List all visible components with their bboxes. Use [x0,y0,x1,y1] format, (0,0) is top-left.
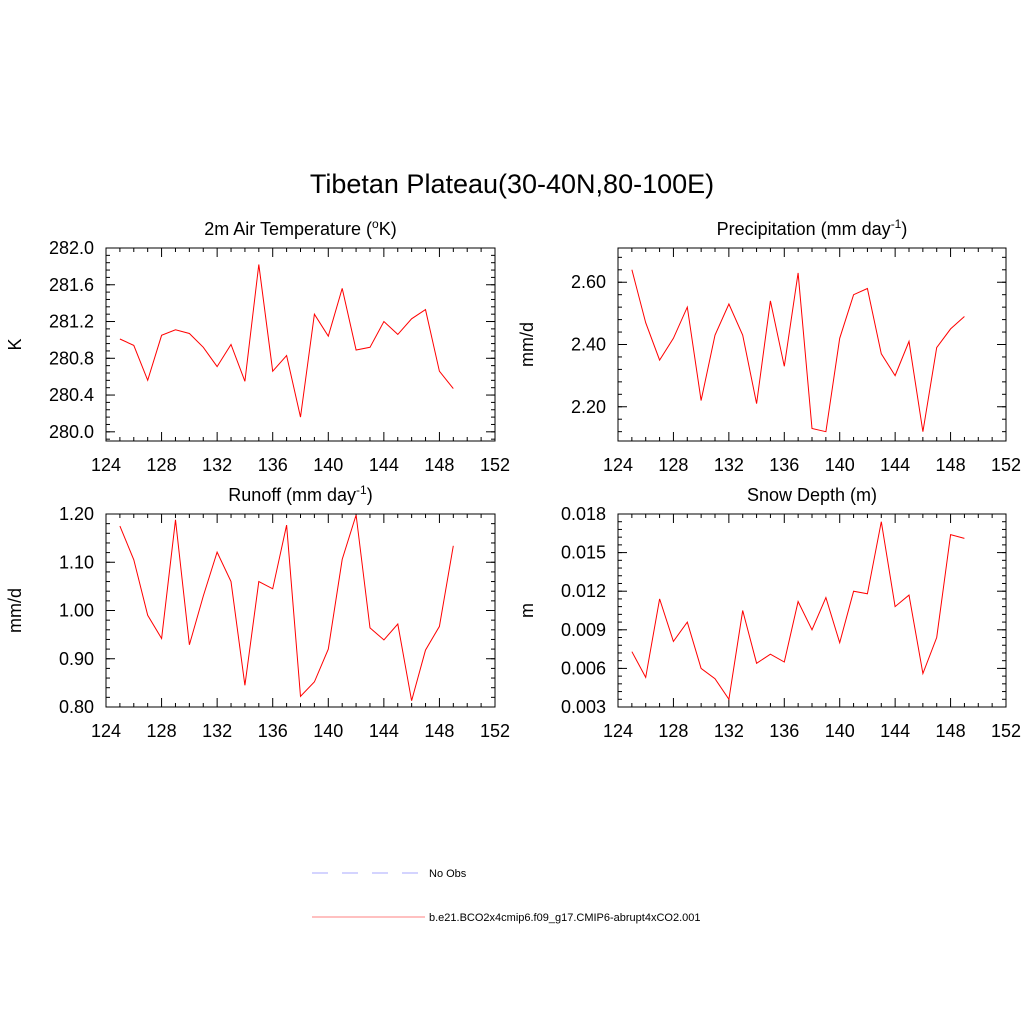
y-axis-label: K [5,338,25,350]
panel-title-superscript: o [372,217,379,231]
series-line [631,521,965,701]
x-tick-label: 148 [424,455,454,475]
panels-group: 2m Air Temperature (oK) K 124 128 132 136 140 1… [5,217,1021,741]
x-tick-label: 140 [825,721,855,741]
y-tick-label: 1.10 [59,552,94,572]
x-tick-label: 152 [991,455,1021,475]
x-tick-label: 152 [991,721,1021,741]
panel-title: Snow Depth (m) [747,485,877,505]
legend-label: No Obs [429,868,467,880]
x-tick-label: 140 [825,455,855,475]
x-tick-label: 132 [202,721,232,741]
y-axis-label: m [517,603,537,618]
panel-title-text: Snow Depth (m) [747,485,877,505]
x-tick-label: 128 [658,721,688,741]
x-tick-label: 144 [880,721,910,741]
y-tick-label: 280.4 [49,385,94,405]
x-tick-label: 124 [603,721,633,741]
series-line [119,264,454,418]
y-tick-label: 281.6 [49,275,94,295]
panel-title: Precipitation (mm day-1) [717,217,908,239]
x-tick-label: 124 [603,455,633,475]
figure-title: Tibetan Plateau(30-40N,80-100E) [310,169,714,199]
chart-panel-runoff: Runoff (mm day-1) mm/d 124 128 132 136 140 144 1… [5,483,510,741]
x-tick-label: 144 [880,455,910,475]
y-tick-label: 280.8 [49,348,94,368]
y-tick-label: 0.015 [561,543,606,563]
x-tick-label: 124 [91,721,121,741]
x-tick-label: 144 [369,721,399,741]
panel-title-text: ) [367,485,373,505]
x-tick-label: 124 [91,455,121,475]
y-tick-label: 1.20 [59,504,94,524]
panel-title: 2m Air Temperature (oK) [204,217,396,239]
y-tick-label: 282.0 [49,238,94,258]
x-tick-label: 140 [313,455,343,475]
panel-title-text: Precipitation (mm day [717,219,891,239]
legend-label: b.e21.BCO2x4cmip6.f09_g17.CMIP6-abrupt4x… [429,912,701,924]
x-tick-label: 136 [258,455,288,475]
x-tick-label: 132 [714,721,744,741]
x-tick-label: 128 [658,455,688,475]
panel-title-superscript: -1 [891,217,902,231]
y-tick-label: 0.90 [59,649,94,669]
panel-title-superscript: -1 [356,483,367,497]
x-tick-label: 128 [147,721,177,741]
series-line [119,514,454,701]
series-line [631,269,965,433]
chart-panel-snow-depth: Snow Depth (m) m 124 128 132 136 140 144 148 152 0… [517,485,1021,741]
x-tick-label: 152 [480,721,510,741]
x-tick-label: 136 [258,721,288,741]
panel-title-text: Runoff (mm day [228,485,356,505]
x-tick-label: 148 [936,721,966,741]
y-tick-label: 1.00 [59,601,94,621]
legend-item: No Obs [312,868,467,880]
x-tick-label: 132 [202,455,232,475]
panel-title-text: K) [379,219,397,239]
y-tick-label: 0.012 [561,581,606,601]
plot-frame [617,513,1007,708]
x-tick-label: 128 [147,455,177,475]
legend-item: b.e21.BCO2x4cmip6.f09_g17.CMIP6-abrupt4x… [312,912,701,924]
x-tick-label: 136 [769,721,799,741]
y-tick-label: 0.006 [561,658,606,678]
plot-frame [105,247,496,442]
y-axis-label: mm/d [517,322,537,367]
y-axis-label: mm/d [5,588,25,633]
y-tick-label: 0.009 [561,620,606,640]
x-tick-label: 136 [769,455,799,475]
x-tick-label: 140 [313,721,343,741]
x-tick-label: 152 [480,455,510,475]
y-tick-label: 0.018 [561,504,606,524]
panel-title-text: 2m Air Temperature ( [204,219,372,239]
x-tick-label: 148 [424,721,454,741]
legend: No Obs b.e21.BCO2x4cmip6.f09_g17.CMIP6-ab… [312,868,701,924]
y-tick-label: 0.80 [59,697,94,717]
y-tick-label: 280.0 [49,422,94,442]
y-tick-label: 281.2 [49,312,94,332]
plot-frame [105,513,496,708]
y-tick-label: 2.20 [571,397,606,417]
chart-panel-temperature: 2m Air Temperature (oK) K 124 128 132 136 140 1… [5,217,510,475]
x-tick-label: 144 [369,455,399,475]
panel-title: Runoff (mm day-1) [228,483,372,505]
x-tick-label: 132 [714,455,744,475]
plot-frame [617,247,1007,442]
y-tick-label: 0.003 [561,697,606,717]
panel-title-text: ) [901,219,907,239]
y-tick-label: 2.60 [571,272,606,292]
x-tick-label: 148 [936,455,966,475]
chart-panel-precipitation: Precipitation (mm day-1) mm/d 124 128 132 136… [517,217,1021,475]
y-tick-label: 2.40 [571,335,606,355]
